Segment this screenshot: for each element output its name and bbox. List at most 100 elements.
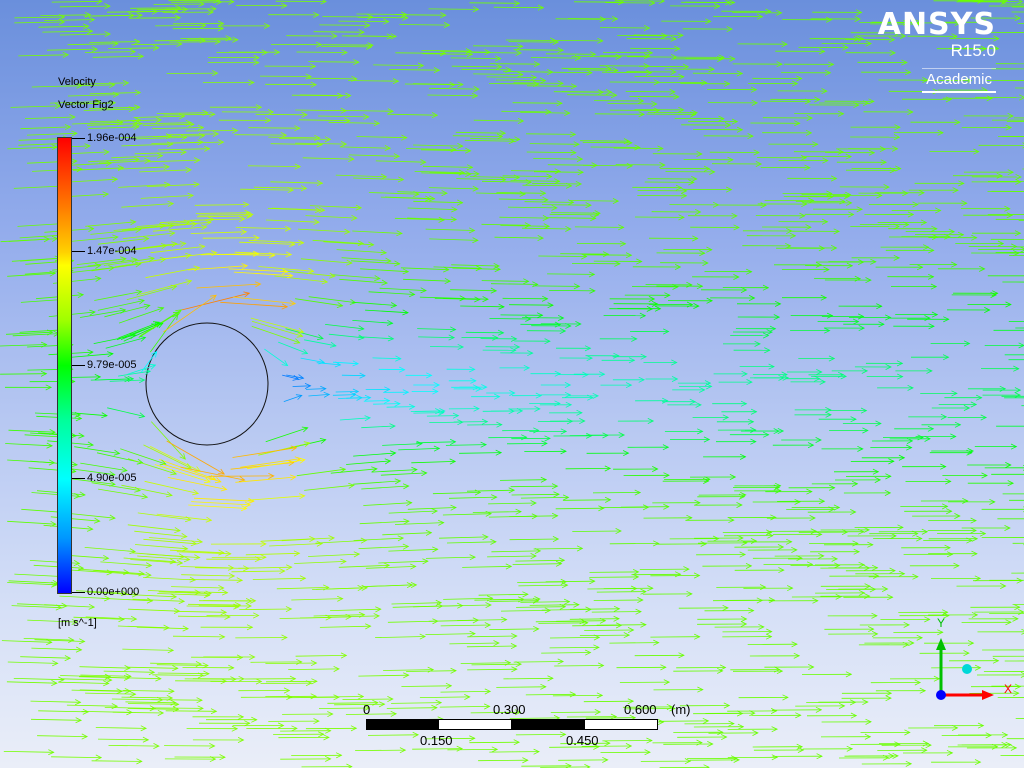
velocity-vector-head bbox=[146, 597, 154, 604]
velocity-vector bbox=[65, 512, 116, 519]
velocity-vector bbox=[78, 568, 129, 573]
velocity-vector-head bbox=[491, 494, 498, 501]
velocity-vector bbox=[117, 625, 170, 629]
velocity-vector-head bbox=[750, 86, 758, 93]
velocity-vector-head bbox=[82, 708, 90, 715]
ansys-logo: ANSYS R15.0 Academic bbox=[878, 8, 996, 93]
velocity-vector bbox=[125, 701, 177, 704]
velocity-vector-head bbox=[750, 408, 758, 415]
velocity-vector-head bbox=[885, 363, 892, 370]
velocity-vector-head bbox=[133, 124, 140, 130]
velocity-vector bbox=[341, 257, 391, 262]
velocity-vector-head bbox=[75, 415, 83, 422]
velocity-vector-head bbox=[237, 737, 245, 743]
axis-label-y: Y bbox=[937, 616, 946, 630]
velocity-vector bbox=[319, 24, 370, 26]
velocity-vector bbox=[498, 198, 548, 201]
velocity-vector bbox=[487, 555, 537, 558]
velocity-vector bbox=[420, 149, 471, 152]
velocity-vector-head bbox=[749, 710, 756, 717]
velocity-vector bbox=[365, 566, 416, 569]
velocity-vector-head bbox=[341, 49, 348, 56]
velocity-vector-head bbox=[643, 53, 651, 60]
velocity-vector-head bbox=[525, 315, 532, 322]
velocity-vector-head bbox=[87, 226, 95, 232]
velocity-vector-head bbox=[718, 54, 725, 61]
velocity-vector-head bbox=[497, 329, 505, 336]
velocity-vector bbox=[156, 513, 212, 521]
velocity-vector-head bbox=[777, 428, 785, 434]
velocity-vector bbox=[110, 677, 161, 680]
velocity-vector-head bbox=[318, 207, 326, 213]
velocity-vector bbox=[358, 674, 409, 677]
velocity-vector-head bbox=[333, 666, 340, 672]
velocity-vector-head bbox=[592, 392, 600, 399]
velocity-vector-head bbox=[845, 191, 852, 198]
logo-brand: ANSYS bbox=[877, 7, 996, 42]
velocity-vector bbox=[265, 662, 317, 664]
velocity-vector-head bbox=[831, 555, 839, 562]
velocity-vector-head bbox=[806, 114, 814, 121]
velocity-vector bbox=[496, 686, 546, 688]
velocity-vector-head bbox=[340, 652, 348, 659]
velocity-vector-head bbox=[823, 266, 830, 273]
velocity-vector bbox=[308, 553, 360, 557]
velocity-vector-head bbox=[166, 491, 173, 498]
velocity-vector-head bbox=[62, 51, 70, 58]
velocity-vector bbox=[163, 294, 217, 333]
velocity-vector bbox=[161, 252, 217, 260]
velocity-vector-head bbox=[196, 697, 203, 704]
velocity-vector-head bbox=[367, 13, 374, 20]
velocity-vector bbox=[120, 448, 166, 465]
velocity-vector bbox=[334, 703, 385, 706]
velocity-vector-head bbox=[419, 633, 427, 640]
legend-tick-1: 4.90e-005 bbox=[72, 472, 137, 484]
velocity-vector bbox=[139, 122, 192, 125]
velocity-vector-head bbox=[974, 664, 982, 671]
velocity-vector-head bbox=[1001, 0, 1009, 4]
velocity-vector-head bbox=[775, 487, 782, 494]
velocity-vector bbox=[357, 16, 408, 19]
velocity-vector-head bbox=[826, 312, 834, 319]
velocity-vector-head bbox=[552, 39, 560, 45]
velocity-vector-head bbox=[736, 502, 743, 508]
velocity-vector bbox=[146, 183, 200, 187]
velocity-vector-head bbox=[662, 397, 669, 404]
velocity-vector-head bbox=[845, 153, 853, 160]
velocity-vector-head bbox=[143, 303, 151, 310]
velocity-vector-head bbox=[996, 172, 1004, 179]
velocity-vector bbox=[121, 484, 173, 496]
velocity-vector-head bbox=[952, 187, 959, 194]
velocity-vector-head bbox=[323, 391, 331, 398]
velocity-vector-head bbox=[252, 250, 260, 257]
velocity-vector-head bbox=[653, 639, 660, 646]
velocity-vector bbox=[587, 588, 637, 590]
velocity-vector bbox=[85, 692, 136, 695]
velocity-vector bbox=[118, 184, 170, 188]
velocity-vector bbox=[555, 18, 606, 20]
velocity-vector bbox=[469, 741, 520, 744]
velocity-vector-head bbox=[244, 209, 251, 216]
velocity-vector bbox=[421, 50, 472, 52]
velocity-vector-head bbox=[891, 145, 899, 152]
velocity-vector-head bbox=[640, 621, 647, 628]
velocity-vector-head bbox=[547, 302, 554, 309]
velocity-vector bbox=[501, 110, 551, 113]
velocity-vector-head bbox=[865, 40, 873, 47]
velocity-vector bbox=[79, 689, 131, 692]
velocity-vector-head bbox=[626, 162, 634, 169]
velocity-vector bbox=[315, 540, 367, 544]
velocity-vector-head bbox=[983, 19, 990, 26]
velocity-vector-head bbox=[833, 228, 841, 235]
velocity-vector-head bbox=[625, 252, 633, 259]
velocity-vector-head bbox=[569, 131, 577, 138]
velocity-vector bbox=[452, 267, 501, 270]
velocity-vector bbox=[440, 691, 491, 693]
velocity-vector bbox=[467, 635, 517, 638]
velocity-vector bbox=[121, 203, 174, 208]
velocity-vector-head bbox=[846, 262, 854, 269]
velocity-vector-head bbox=[585, 202, 592, 209]
velocity-vector-head bbox=[941, 503, 949, 510]
